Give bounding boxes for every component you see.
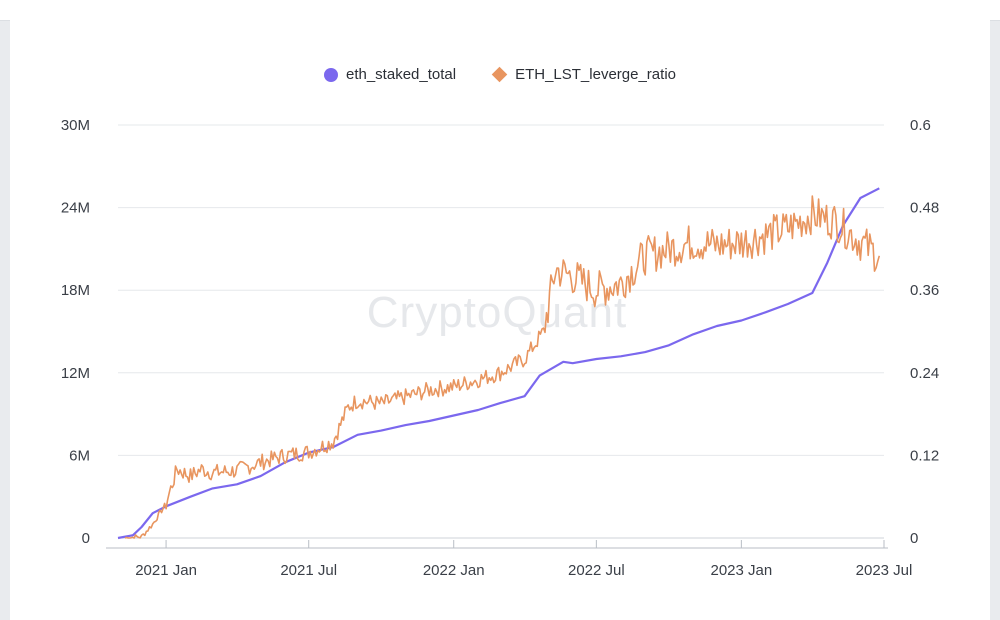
- y-right-tick-label: 0.6: [910, 117, 931, 134]
- y-right-tick-label: 0.12: [910, 447, 939, 464]
- legend-swatch-eth-staked-total: [323, 67, 338, 82]
- legend-item-eth-staked-total[interactable]: eth_staked_total: [323, 66, 457, 83]
- y-left-tick-label: 24M: [61, 200, 90, 217]
- x-tick-label: 2023 Jul: [856, 562, 913, 579]
- series-line-eth-lst-leverage-ratio: [124, 195, 881, 539]
- watermark-text: CryptoQuant: [367, 288, 627, 337]
- y-left-tick-label: 0: [82, 530, 90, 547]
- series-line-eth-staked-total: [117, 187, 880, 540]
- y-left-tick-label: 18M: [61, 282, 90, 299]
- x-tick-label: 2021 Jul: [280, 562, 337, 579]
- x-tick-label: 2022 Jul: [568, 562, 625, 579]
- y-left-tick-label: 30M: [61, 117, 90, 134]
- x-axis: 2021 Jan 2021 Jul 2022 Jan 2022 Jul 2023 Jan…: [106, 540, 912, 579]
- chart-plot: CryptoQuant 2021 Jan 2021 Jul 2022 Jan 2022…: [61, 117, 939, 579]
- legend-item-eth-lst-leverage-ratio[interactable]: ETH_LST_leverge_ratio: [491, 66, 676, 83]
- series-layer: [117, 187, 881, 540]
- y-right-tick-label: 0: [910, 530, 918, 547]
- y-right-tick-label: 0.48: [910, 200, 939, 217]
- x-tick-label: 2023 Jan: [710, 562, 772, 579]
- y-right-tick-label: 0.24: [910, 365, 939, 382]
- y-left-tick-label: 6M: [69, 447, 90, 464]
- y-left-tick-label: 12M: [61, 365, 90, 382]
- y-axis-right: 0 0.12 0.24 0.36 0.48 0.6: [910, 117, 939, 547]
- legend-label-eth-lst-leverage-ratio: ETH_LST_leverge_ratio: [515, 66, 676, 83]
- x-tick-label: 2022 Jan: [423, 562, 485, 579]
- y-axis-left: 0 6M 12M 18M 24M 30M: [61, 117, 90, 547]
- chart-card: [10, 20, 990, 620]
- x-tick-label: 2021 Jan: [135, 562, 197, 579]
- legend: eth_staked_total ETH_LST_leverge_ratio: [0, 66, 1000, 83]
- legend-label-eth-staked-total: eth_staked_total: [345, 66, 457, 83]
- y-right-tick-label: 0.36: [910, 282, 939, 299]
